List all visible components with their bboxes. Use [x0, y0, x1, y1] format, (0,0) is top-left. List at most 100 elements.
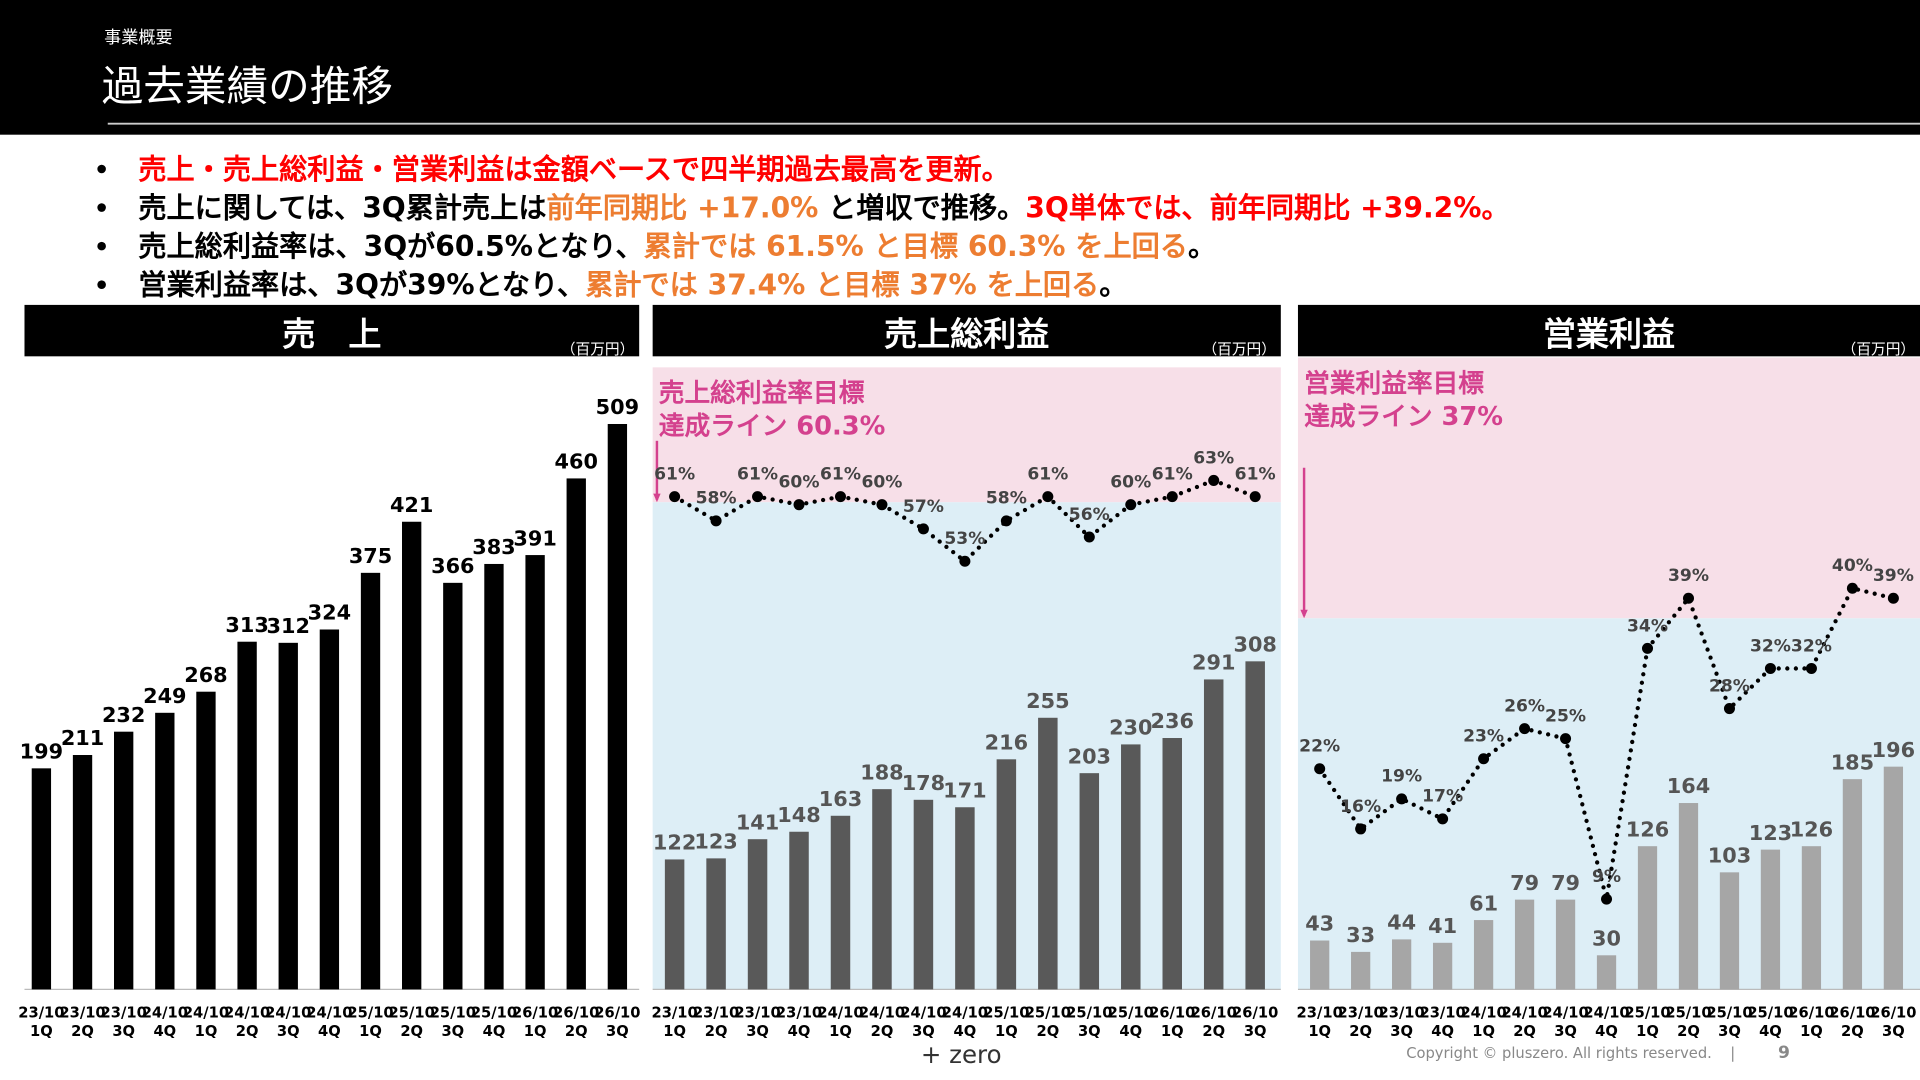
x-tick-label: 23/10	[734, 1005, 780, 1022]
x-tick-label: 1Q	[1800, 1023, 1823, 1040]
x-tick-label: 1Q	[1308, 1023, 1331, 1040]
x-tick-label: 1Q	[30, 1023, 53, 1040]
bar-label: 199	[20, 740, 63, 764]
ratio-label: 58%	[986, 489, 1027, 509]
x-tick-label: 24/10	[142, 1005, 188, 1022]
ratio-label: 61%	[820, 464, 861, 484]
x-tick-label: 1Q	[1472, 1023, 1495, 1040]
bar	[155, 712, 175, 990]
bar	[319, 629, 340, 990]
x-tick-label: 24/10	[942, 1005, 988, 1022]
bar	[872, 789, 892, 990]
target-arrow-head	[653, 493, 661, 503]
chart-header	[1297, 304, 1920, 357]
chart-title: 売 上	[282, 314, 381, 353]
copyright: Copyright © pluszero. All rights reserve…	[1406, 1045, 1712, 1062]
bar	[789, 831, 809, 990]
bar-label: 171	[943, 778, 986, 802]
x-tick-label: 25/10	[983, 1005, 1029, 1022]
ratio-label: 57%	[903, 497, 944, 517]
bullet-text: 売上・売上総利益・営業利益は金額ベースで四半期過去最高を更新。	[138, 153, 1009, 186]
x-tick-label: 26/10	[1149, 1005, 1195, 1022]
bar	[1514, 899, 1535, 990]
ratio-point	[1249, 491, 1261, 503]
bar-label: 43	[1305, 912, 1334, 936]
x-tick-label: 3Q	[1718, 1023, 1741, 1040]
x-tick-label: 2Q	[71, 1023, 94, 1040]
x-tick-label: 24/10	[817, 1005, 863, 1022]
bar	[360, 572, 381, 990]
x-tick-label: 23/10	[1297, 1005, 1343, 1022]
target-arrow-head	[1300, 609, 1308, 619]
target-label: 営業利益率目標	[1304, 368, 1484, 399]
bar	[1351, 951, 1371, 990]
ratio-point	[752, 491, 764, 503]
bullet-segment: 売上に関しては、3Q累計売上は	[138, 191, 546, 224]
ratio-point	[710, 515, 722, 527]
x-tick-label: 24/10	[859, 1005, 905, 1022]
bar-label: 391	[513, 526, 556, 550]
ratio-point	[917, 523, 929, 535]
ratio-point	[1887, 592, 1899, 604]
ratio-label: 9%	[1592, 867, 1621, 887]
x-tick-label: 26/10	[553, 1005, 599, 1022]
x-tick-label: 23/10	[1419, 1005, 1465, 1022]
bar-label: 164	[1667, 774, 1710, 798]
x-tick-label: 3Q	[112, 1023, 135, 1040]
ratio-point	[1314, 763, 1326, 775]
ratio-label: 23%	[1463, 727, 1504, 747]
bar	[996, 759, 1017, 990]
ratio-label: 32%	[1750, 636, 1791, 656]
bullet-segment: 累計では 37.4% と目標 37% を上回る	[585, 268, 1099, 301]
x-tick-label: 23/10	[776, 1005, 822, 1022]
bar-label: 188	[860, 760, 903, 784]
ratio-point	[1478, 753, 1490, 765]
bar-label: 268	[184, 663, 227, 687]
x-tick-label: 24/10	[1583, 1005, 1629, 1022]
bar	[955, 807, 975, 990]
bullet-dot	[97, 203, 106, 212]
x-tick-label: 2Q	[236, 1023, 259, 1040]
bar	[664, 859, 685, 990]
chart-unit: （百万円）	[1842, 341, 1915, 358]
x-tick-label: 2Q	[1349, 1023, 1372, 1040]
x-tick-label: 4Q	[1595, 1023, 1618, 1040]
x-tick-label: 25/10	[1665, 1005, 1711, 1022]
logo: + zero	[921, 1040, 1002, 1069]
x-tick-label: 4Q	[1759, 1023, 1782, 1040]
bar	[1079, 773, 1100, 990]
x-tick-label: 4Q	[1119, 1023, 1142, 1040]
x-tick-label: 3Q	[606, 1023, 629, 1040]
bar-label: 230	[1109, 716, 1152, 740]
bullet-segment: 3Q単体では、前年同期比 +39.2%。	[1025, 191, 1509, 224]
bar	[607, 423, 628, 990]
ratio-point	[1560, 733, 1572, 745]
x-tick-label: 25/10	[471, 1005, 517, 1022]
ratio-point	[1437, 813, 1449, 825]
bar-label: 421	[390, 493, 433, 517]
x-tick-label: 24/10	[265, 1005, 311, 1022]
ratio-point	[1396, 793, 1408, 805]
bar-label: 236	[1151, 709, 1194, 733]
x-tick-label: 3Q	[277, 1023, 300, 1040]
x-tick-label: 3Q	[1390, 1023, 1413, 1040]
ratio-label: 61%	[737, 464, 778, 484]
bar-label: 291	[1192, 651, 1235, 675]
bar-label: 126	[1790, 817, 1833, 841]
x-tick-label: 4Q	[954, 1023, 977, 1040]
x-tick-label: 3Q	[1554, 1023, 1577, 1040]
x-tick-label: 25/10	[1624, 1005, 1670, 1022]
bar	[402, 521, 422, 990]
x-tick-label: 3Q	[1882, 1023, 1905, 1040]
x-tick-label: 23/10	[101, 1005, 147, 1022]
bar	[443, 582, 463, 990]
x-tick-label: 1Q	[1161, 1023, 1184, 1040]
bar-label: 460	[555, 450, 598, 474]
ratio-point	[834, 491, 846, 503]
ratio-label: 60%	[779, 473, 820, 493]
x-tick-label: 1Q	[663, 1023, 686, 1040]
bar	[1678, 803, 1699, 990]
x-tick-label: 1Q	[524, 1023, 547, 1040]
ratio-label: 17%	[1422, 787, 1463, 807]
bar-label: 375	[349, 544, 392, 568]
